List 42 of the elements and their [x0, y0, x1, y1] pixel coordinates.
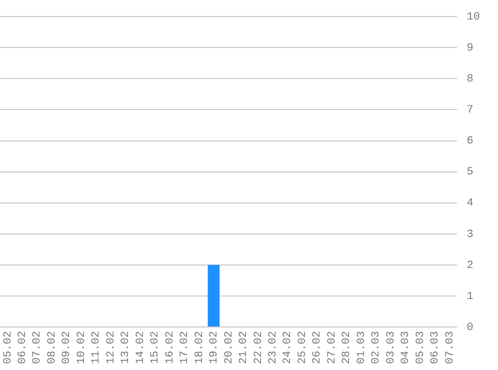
y-tick-label: 5	[466, 166, 474, 179]
x-tick-label: 16.02	[164, 330, 176, 364]
x-tick-label: 27.02	[326, 330, 338, 364]
x-tick-label: 09.02	[61, 330, 74, 364]
x-tick-label: 25.02	[296, 330, 309, 364]
x-tick-label: 06.02	[17, 330, 30, 364]
x-tick-label: 06.03	[430, 330, 442, 364]
x-tick-label: 28.02	[341, 330, 354, 364]
y-tick-label: 8	[466, 74, 474, 86]
y-tick-label: 0	[466, 322, 474, 334]
y-tick-label: 1	[466, 290, 474, 303]
y-tick-label: 6	[466, 136, 474, 148]
y-tick-label: 10	[466, 12, 480, 24]
x-tick-label: 14.02	[134, 330, 147, 364]
x-tick-label: 19.02	[208, 330, 221, 364]
x-tick-label: 26.02	[312, 330, 324, 364]
y-tick-label: 7	[466, 104, 474, 117]
x-tick-label: 12.02	[105, 330, 118, 364]
x-tick-label: 07.03	[444, 330, 456, 364]
x-tick-label: 20.02	[223, 330, 236, 364]
y-tick-label: 2	[466, 260, 474, 272]
x-tick-label: 11.02	[90, 330, 103, 364]
y-tick-label: 9	[466, 42, 474, 55]
x-tick-label: 21.02	[238, 330, 250, 364]
x-tick-label: 05.03	[414, 330, 427, 364]
x-tick-label: 04.03	[400, 330, 412, 364]
x-tick-label: 23.02	[268, 330, 280, 364]
x-tick-label: 01.03	[356, 330, 368, 364]
x-tick-label: 18.02	[194, 330, 206, 364]
y-tick-label: 3	[466, 228, 474, 241]
x-tick-label: 10.02	[76, 330, 88, 364]
x-tick-label: 08.02	[46, 330, 58, 364]
x-tick-label: 13.02	[120, 330, 132, 364]
x-tick-label: 17.02	[179, 330, 192, 364]
x-tick-label: 22.02	[252, 330, 265, 364]
y-tick-label: 4	[466, 198, 474, 210]
x-tick-label: 03.03	[385, 330, 398, 364]
x-tick-label: 24.02	[282, 330, 294, 364]
x-tick-label: 05.02	[2, 330, 14, 364]
x-tick-label: 02.03	[370, 330, 383, 364]
x-tick-label: 15.02	[150, 330, 162, 364]
x-tick-label: 07.02	[32, 330, 44, 364]
